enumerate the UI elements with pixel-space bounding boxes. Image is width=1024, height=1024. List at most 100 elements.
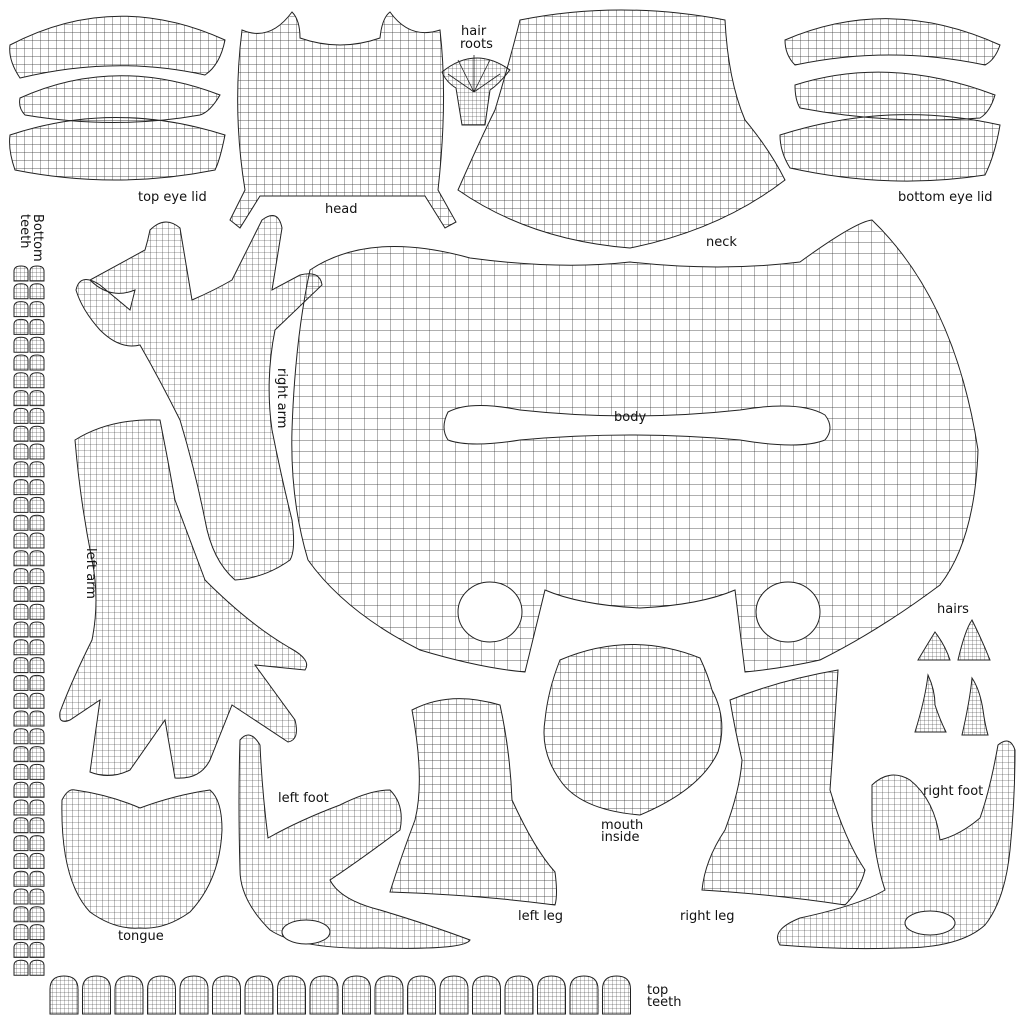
bottom-tooth: [29, 585, 45, 602]
bottom-tooth: [29, 283, 45, 300]
label-right-leg: right leg: [680, 909, 735, 924]
label-left-leg: left leg: [518, 909, 564, 924]
top-tooth: [277, 975, 306, 1015]
bottom-tooth: [13, 301, 29, 318]
label-head: head: [325, 202, 358, 217]
bottom-tooth: [29, 835, 45, 852]
label-neck: neck: [706, 235, 737, 250]
bottom-tooth: [29, 746, 45, 763]
left-arm-island: [59, 419, 308, 779]
right-arm-island: [75, 215, 323, 581]
bottom-tooth: [13, 835, 29, 852]
bottom-tooth: [13, 746, 29, 763]
top-tooth: [504, 975, 534, 1015]
bottom-tooth: [13, 336, 29, 353]
bottom-tooth: [13, 568, 29, 585]
bottom-tooth: [13, 924, 29, 941]
bottom-tooth: [29, 692, 45, 709]
bottom-tooth: [13, 461, 29, 478]
top-tooth: [472, 975, 501, 1015]
right-foot-island: [777, 740, 1016, 950]
bottom-tooth: [13, 514, 29, 531]
bottom-tooth: [29, 354, 45, 371]
bottom-tooth: [13, 354, 29, 371]
bottom-tooth: [29, 514, 45, 531]
bottom-tooth: [29, 479, 45, 496]
label-bottom-teeth-line1: Bottom: [30, 214, 45, 262]
bottom-tooth: [13, 479, 29, 496]
bottom-tooth: [13, 390, 29, 407]
bottom-tooth: [29, 959, 45, 976]
top-tooth: [147, 975, 176, 1015]
bottom-tooth: [29, 443, 45, 460]
bottom-tooth: [13, 639, 29, 656]
label-top-teeth-line2: teeth: [647, 995, 682, 1010]
top-tooth: [114, 975, 144, 1015]
bottom-tooth: [29, 621, 45, 638]
label-hairs: hairs: [937, 602, 969, 617]
label-right-foot: right foot: [923, 784, 984, 799]
bottom-tooth: [29, 318, 45, 335]
head-island: [229, 11, 457, 229]
bottom-tooth: [29, 301, 45, 318]
bottom-tooth: [13, 692, 29, 709]
top-tooth: [407, 975, 436, 1015]
left-foot-island: [238, 734, 471, 949]
top-eye-lid-island: [9, 15, 226, 181]
top-tooth: [309, 975, 339, 1015]
bottom-tooth: [13, 532, 29, 549]
hair-roots-island: [441, 55, 511, 126]
right-foot-hole: [904, 910, 956, 936]
bottom-tooth: [13, 906, 29, 923]
body-hole-right: [755, 581, 821, 643]
bottom-tooth: [29, 372, 45, 389]
label-hair-roots-line2: roots: [460, 37, 493, 52]
label-top-teeth-line1: top: [647, 983, 669, 998]
bottom-tooth: [29, 639, 45, 656]
bottom-tooth: [29, 550, 45, 567]
bottom-tooth: [13, 372, 29, 389]
bottom-tooth: [29, 568, 45, 585]
right-leg-island: [701, 669, 866, 906]
top-teeth-row: [49, 975, 631, 1015]
top-tooth: [569, 975, 599, 1015]
top-tooth: [374, 975, 404, 1015]
top-tooth: [244, 975, 274, 1015]
body-slit: [443, 404, 831, 446]
bottom-teeth-column: [13, 265, 45, 976]
top-tooth: [82, 975, 111, 1015]
bottom-tooth: [29, 799, 45, 816]
bottom-tooth: [13, 674, 29, 691]
left-foot-hole: [281, 919, 331, 945]
bottom-tooth: [13, 799, 29, 816]
body-island: [291, 219, 979, 673]
bottom-tooth: [13, 585, 29, 602]
hairs-island: [914, 619, 991, 736]
top-tooth: [49, 975, 79, 1015]
label-mouth-inside-line1: mouth: [601, 818, 644, 833]
bottom-tooth: [13, 870, 29, 887]
label-left-foot: left foot: [278, 791, 329, 806]
bottom-tooth: [13, 621, 29, 638]
bottom-tooth: [29, 852, 45, 869]
top-tooth: [439, 975, 469, 1015]
bottom-tooth: [13, 959, 29, 976]
bottom-tooth: [29, 603, 45, 620]
bottom-tooth: [13, 265, 29, 282]
bottom-tooth: [29, 888, 45, 905]
bottom-tooth: [29, 657, 45, 674]
label-hair-roots-line1: hair: [461, 24, 487, 39]
bottom-tooth: [13, 728, 29, 745]
bottom-tooth: [13, 496, 29, 513]
bottom-tooth: [13, 603, 29, 620]
bottom-tooth: [13, 817, 29, 834]
bottom-tooth: [29, 924, 45, 941]
label-left-arm: left arm: [83, 548, 98, 599]
bottom-tooth: [13, 888, 29, 905]
bottom-tooth: [13, 283, 29, 300]
bottom-tooth: [29, 781, 45, 798]
bottom-tooth: [13, 443, 29, 460]
bottom-tooth: [13, 550, 29, 567]
bottom-tooth: [29, 674, 45, 691]
